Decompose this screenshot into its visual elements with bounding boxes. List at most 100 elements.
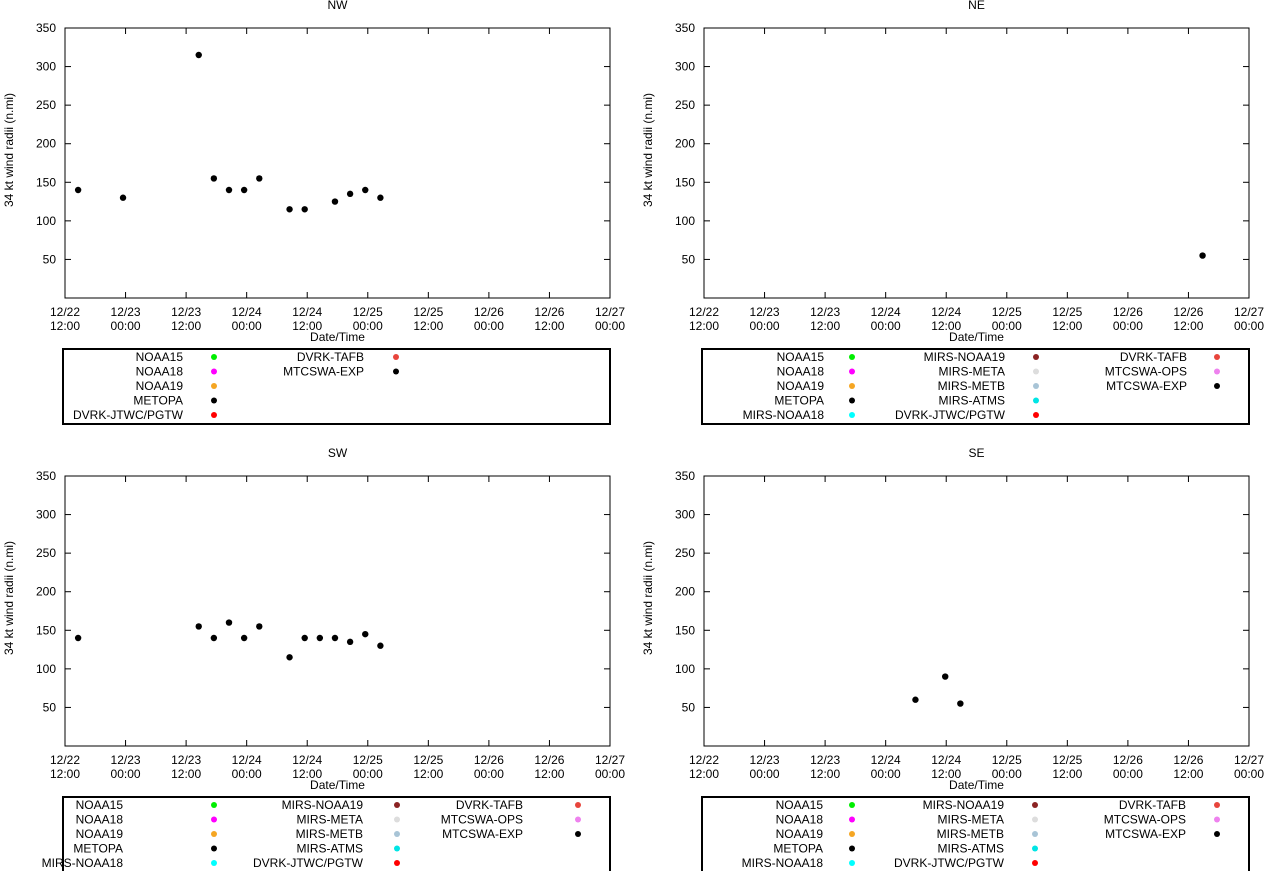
x-tick-label-time: 12:00: [931, 319, 961, 333]
x-tick-label-time: 12:00: [292, 767, 322, 781]
legend-marker: [393, 354, 399, 360]
data-point: [225, 186, 233, 194]
legend-label: MTCSWA-EXP: [1106, 379, 1187, 393]
y-tick-label: 350: [36, 21, 56, 35]
y-tick-label: 100: [675, 214, 695, 228]
x-tick-label-date: 12/23: [171, 753, 201, 767]
legend-label: MTCSWA-OPS: [1104, 813, 1186, 827]
x-tick-label-date: 12/23: [810, 305, 840, 319]
x-tick-label-date: 12/25: [992, 753, 1022, 767]
y-tick-label: 50: [682, 252, 696, 266]
plot-frame: [703, 27, 1250, 299]
data-point: [240, 186, 248, 194]
legend-label: DVRK-JTWC/PGTW: [895, 408, 1006, 422]
legend-marker: [394, 816, 400, 823]
x-tick-label-date: 12/24: [871, 305, 901, 319]
y-axis-label: 34 kt wind radii (n.mi): [641, 541, 655, 655]
x-tick-label-date: 12/24: [931, 753, 961, 767]
x-tick-label-time: 12:00: [171, 767, 201, 781]
x-tick-label-date: 12/25: [413, 753, 443, 767]
y-tick-label: 250: [36, 98, 56, 112]
legend-label: MIRS-META: [939, 365, 1005, 379]
legend-marker: [211, 802, 217, 808]
x-tick-label-time: 12:00: [292, 319, 322, 333]
x-tick-label-date: 12/25: [1052, 753, 1082, 767]
x-tick-label-time: 12:00: [413, 319, 443, 333]
legend-label: NOAA18: [776, 813, 824, 827]
y-tick-label: 350: [36, 469, 56, 483]
legend-label: DVRK-JTWC/PGTW: [253, 856, 364, 870]
chart-title: SW: [328, 446, 348, 460]
x-tick-label-date: 12/22: [50, 305, 80, 319]
legend-marker: [575, 831, 581, 837]
y-tick-label: 100: [36, 662, 56, 676]
y-axis-label: 34 kt wind radii (n.mi): [2, 541, 16, 655]
data-point: [74, 634, 82, 642]
legend-label: DVRK-TAFB: [1119, 798, 1186, 812]
legend-label: MIRS-ATMS: [938, 842, 1004, 856]
legend-marker: [1032, 831, 1038, 837]
legend-marker: [394, 831, 400, 837]
legend-marker: [211, 860, 217, 866]
x-tick-label-date: 12/26: [474, 753, 504, 767]
data-point: [74, 186, 82, 194]
chart-title: SE: [968, 446, 984, 460]
y-tick-label: 300: [36, 508, 56, 522]
legend-marker: [849, 802, 855, 808]
x-tick-label-time: 00:00: [474, 767, 504, 781]
x-tick-label-time: 00:00: [992, 319, 1022, 333]
data-point: [256, 623, 263, 630]
x-tick-label-time: 00:00: [111, 319, 141, 333]
legend-marker: [211, 397, 217, 404]
x-tick-label-time: 12:00: [931, 767, 961, 781]
legend-label: MIRS-NOAA18: [42, 856, 124, 870]
data-point: [346, 638, 354, 646]
legend-marker: [211, 412, 217, 418]
legend-marker: [1032, 860, 1038, 866]
legend-label: DVRK-TAFB: [297, 350, 364, 364]
legend-marker: [394, 860, 400, 866]
legend-marker: [1214, 816, 1220, 823]
x-tick-label-date: 12/25: [413, 305, 443, 319]
legend-marker: [1033, 368, 1039, 375]
x-tick-label-date: 12/25: [1052, 305, 1082, 319]
x-tick-label-date: 12/26: [534, 305, 564, 319]
legend-marker: [1214, 383, 1220, 389]
x-tick-label-time: 12:00: [1173, 319, 1203, 333]
x-tick-label-date: 12/23: [111, 305, 141, 319]
data-point: [225, 619, 233, 626]
y-tick-label: 50: [43, 252, 57, 266]
data-point: [362, 186, 369, 194]
data-point: [377, 194, 384, 201]
legend-marker: [211, 368, 217, 375]
y-tick-label: 50: [43, 700, 57, 714]
x-tick-label-date: 12/27: [1234, 305, 1264, 319]
x-tick-label-date: 12/26: [474, 305, 504, 319]
y-axis-label: 34 kt wind radii (n.mi): [2, 93, 16, 207]
legend-label: NOAA18: [136, 365, 184, 379]
y-axis-label: 34 kt wind radii (n.mi): [641, 93, 655, 207]
legend-label: MIRS-ATMS: [939, 394, 1005, 408]
x-tick-label-date: 12/26: [1113, 753, 1143, 767]
legend-label: DVRK-JTWC/PGTW: [894, 856, 1005, 870]
legend-marker: [849, 412, 855, 418]
legend-label: NOAA19: [136, 379, 184, 393]
legend-label: NOAA18: [76, 813, 124, 827]
x-tick-label-time: 12:00: [1052, 319, 1082, 333]
legend-label: MIRS-METB: [938, 379, 1005, 393]
x-tick-label-time: 12:00: [810, 767, 840, 781]
plot-frame: [64, 475, 611, 747]
legend-label: MIRS-METB: [937, 827, 1004, 841]
legend-label: NOAA15: [136, 350, 184, 364]
legend-label: MTCSWA-OPS: [1105, 365, 1187, 379]
panel-se: SE5010015020025030035012/2212:0012/2300:…: [641, 446, 1264, 871]
x-tick-label-date: 12/24: [931, 305, 961, 319]
data-point: [362, 630, 369, 638]
x-tick-label-time: 00:00: [1234, 767, 1264, 781]
x-tick-label-time: 12:00: [534, 767, 564, 781]
x-tick-label-time: 12:00: [171, 319, 201, 333]
y-tick-label: 150: [36, 623, 56, 637]
legend-label: MIRS-ATMS: [297, 842, 363, 856]
